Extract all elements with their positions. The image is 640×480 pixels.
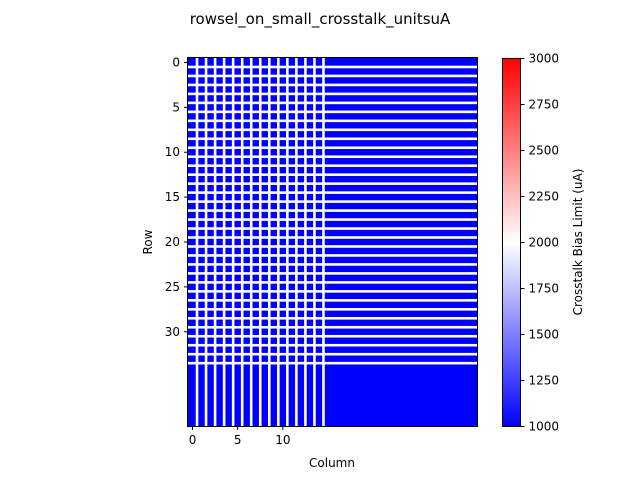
colorbar xyxy=(502,58,521,427)
y-tick-label: 10 xyxy=(165,145,180,159)
heatmap-row-line xyxy=(188,191,477,194)
heatmap-row-line xyxy=(188,352,477,356)
heatmap-column-line xyxy=(267,58,271,426)
heatmap-column-line xyxy=(222,58,226,426)
heatmap-row-line xyxy=(188,299,477,302)
heatmap-row-line xyxy=(188,343,477,347)
heatmap-row-line xyxy=(188,272,477,275)
heatmap-column-line xyxy=(322,58,325,426)
heatmap-row-line xyxy=(188,101,477,105)
heatmap-row-line xyxy=(188,173,477,176)
heatmap-column-line xyxy=(286,58,289,426)
heatmap-column-line xyxy=(277,58,280,426)
y-tick-label: 20 xyxy=(165,235,180,249)
chart-title: rowsel_on_small_crosstalk_unitsuA xyxy=(190,10,451,29)
y-axis-ticks: 0 5 10 15 20 25 30 xyxy=(165,55,188,339)
x-tick-label: 0 xyxy=(189,433,197,447)
y-tick-label: 15 xyxy=(165,190,180,204)
x-tick-label: 10 xyxy=(275,433,290,447)
heatmap-column-line xyxy=(304,58,307,426)
heatmap-row-line xyxy=(188,83,477,87)
heatmap-row-line xyxy=(188,290,477,293)
heatmap-row-line xyxy=(188,209,477,212)
heatmap-row-line xyxy=(188,155,477,159)
heatmap-column-line xyxy=(204,58,208,426)
heatmap-background xyxy=(188,58,477,426)
heatmap-row-line xyxy=(188,227,477,230)
colorbar-label: Crosstalk Bias Limit (uA) xyxy=(571,169,585,316)
heatmap-row-line xyxy=(188,316,477,320)
heatmap-row-line xyxy=(188,361,477,365)
colorbar-tick-label: 2250 xyxy=(529,190,560,204)
heatmap-row-line xyxy=(188,308,477,311)
heatmap-column-line xyxy=(313,58,316,426)
colorbar-tick-label: 1000 xyxy=(529,420,560,434)
heatmap-column-line xyxy=(213,58,217,426)
colorbar-tick-label: 1250 xyxy=(529,374,560,388)
colorbar-tick-label: 3000 xyxy=(529,52,560,66)
heatmap-row-line xyxy=(188,334,477,338)
heatmap-row-line xyxy=(188,164,477,168)
heatmap-row-line xyxy=(188,65,477,69)
heatmap-column-line xyxy=(295,58,298,426)
heatmap-column-line xyxy=(249,58,253,426)
heatmap-column-line xyxy=(195,58,199,426)
x-tick-label: 5 xyxy=(234,433,242,447)
heatmap-row-line xyxy=(188,137,477,141)
colorbar-tick-label: 2750 xyxy=(529,98,560,112)
colorbar-tick-label: 1500 xyxy=(529,328,560,342)
heatmap-row-line xyxy=(188,146,477,150)
y-axis-label: Row xyxy=(141,229,155,254)
colorbar-ticks: 1000 1250 1500 1750 2000 2250 2500 2750 3000 xyxy=(520,52,560,434)
colorbar-tick-label: 1750 xyxy=(529,282,560,296)
heatmap-row-line xyxy=(188,119,477,123)
heatmap-column-line xyxy=(258,58,262,426)
heatmap-row-line xyxy=(188,128,477,132)
heatmap-row-line xyxy=(188,182,477,185)
heatmap-row-line xyxy=(188,263,477,266)
heatmap-row-line xyxy=(188,245,477,248)
heatmap-row-line xyxy=(188,218,477,221)
heatmap-cells xyxy=(188,58,477,426)
heatmap-column-line xyxy=(231,58,235,426)
heatmap-row-line xyxy=(188,110,477,114)
colorbar-tick-label: 2500 xyxy=(529,144,560,158)
heatmap-column-line xyxy=(240,58,244,426)
heatmap-row-line xyxy=(188,236,477,239)
y-tick-label: 5 xyxy=(172,100,180,114)
heatmap-row-line xyxy=(188,254,477,257)
x-axis-label: Column xyxy=(309,456,355,470)
x-axis-ticks: 0 5 10 xyxy=(189,426,290,447)
y-tick-label: 25 xyxy=(165,280,180,294)
heatmap-row-line xyxy=(188,200,477,203)
heatmap-row-line xyxy=(188,281,477,284)
heatmap-row-line xyxy=(188,92,477,96)
heatmap-row-line xyxy=(188,325,477,329)
heatmap-row-line xyxy=(188,74,477,78)
y-tick-label: 0 xyxy=(172,55,180,69)
y-tick-label: 30 xyxy=(165,325,180,339)
colorbar-tick-label: 2000 xyxy=(529,236,560,250)
